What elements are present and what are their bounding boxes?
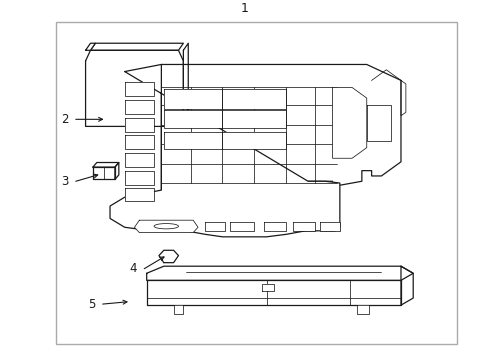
- Polygon shape: [261, 284, 273, 291]
- Text: 5: 5: [88, 298, 95, 311]
- Ellipse shape: [154, 224, 178, 229]
- Polygon shape: [229, 222, 254, 231]
- Polygon shape: [124, 171, 154, 185]
- Polygon shape: [124, 82, 154, 96]
- Polygon shape: [222, 89, 285, 109]
- Polygon shape: [400, 266, 412, 305]
- Polygon shape: [159, 250, 178, 263]
- Polygon shape: [222, 132, 285, 149]
- Polygon shape: [93, 162, 119, 167]
- Text: 4: 4: [129, 262, 137, 275]
- Polygon shape: [222, 111, 285, 128]
- Polygon shape: [173, 305, 183, 314]
- Polygon shape: [183, 43, 188, 116]
- Polygon shape: [161, 64, 400, 190]
- Polygon shape: [90, 43, 183, 50]
- Polygon shape: [124, 135, 154, 149]
- Polygon shape: [264, 222, 285, 231]
- Polygon shape: [293, 222, 315, 231]
- Polygon shape: [400, 80, 405, 116]
- Text: 3: 3: [61, 175, 68, 188]
- Text: 1: 1: [240, 2, 248, 15]
- Polygon shape: [356, 305, 368, 314]
- Polygon shape: [85, 43, 95, 50]
- Polygon shape: [163, 111, 222, 128]
- Polygon shape: [146, 266, 412, 280]
- Polygon shape: [134, 220, 198, 233]
- Polygon shape: [332, 87, 366, 158]
- Polygon shape: [205, 222, 224, 231]
- Polygon shape: [124, 118, 154, 132]
- Polygon shape: [163, 132, 222, 149]
- Polygon shape: [366, 105, 390, 140]
- Polygon shape: [124, 100, 154, 114]
- Polygon shape: [85, 50, 183, 126]
- Polygon shape: [146, 280, 400, 305]
- Polygon shape: [163, 89, 222, 109]
- Polygon shape: [93, 167, 115, 180]
- Text: 2: 2: [61, 113, 68, 126]
- Bar: [56, 22, 456, 344]
- Polygon shape: [124, 153, 154, 167]
- Polygon shape: [115, 162, 119, 180]
- Polygon shape: [110, 64, 339, 237]
- Polygon shape: [320, 222, 339, 231]
- Polygon shape: [124, 188, 154, 201]
